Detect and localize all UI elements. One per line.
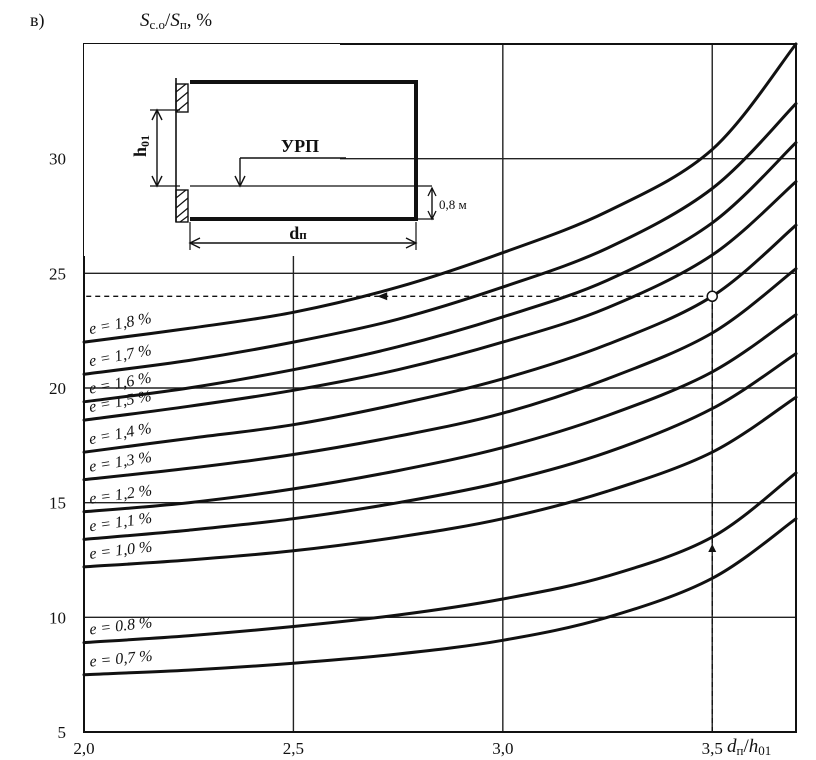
- y-tick-label: 20: [49, 379, 66, 398]
- series-line: [82, 352, 798, 541]
- series-line: [82, 471, 798, 645]
- inset-h-dim-arrows: [151, 108, 163, 188]
- y-title-s2-sub: п: [180, 17, 187, 32]
- inset-depth-label: 0,8 м: [439, 197, 467, 212]
- example-point: [706, 290, 718, 303]
- inset-h-label-sub: 01: [138, 135, 152, 147]
- y-tick-label: 15: [49, 494, 66, 513]
- y-tick-label: 30: [49, 150, 66, 169]
- inset-schematic: h01 dп УРП 0,8 м: [84, 44, 467, 256]
- x-axis-title: dп/h01: [727, 736, 771, 758]
- x-title-h-sub: 01: [758, 743, 771, 758]
- series-line: [82, 180, 798, 422]
- panel-label: в): [30, 10, 45, 31]
- inset-depth-dim-arrows: [427, 186, 437, 221]
- x-tick-label: 2,5: [283, 739, 304, 758]
- series-line: [82, 223, 798, 454]
- y-tick-label: 5: [58, 723, 67, 742]
- inset-urp-label: УРП: [281, 136, 319, 156]
- series-line: [82, 395, 798, 569]
- curves: [82, 42, 798, 677]
- x-tick-label: 3,0: [492, 739, 513, 758]
- curve-labels: e = 1,8 %e = 1,7 %e = 1,6 %e = 1,5 %e = …: [88, 310, 154, 671]
- inset-h-label-main: h: [130, 147, 150, 157]
- tick-labels: 2,0 2,5 3,0 3,5 5 10 15 20 25 30: [49, 150, 723, 758]
- example-left-arrow: [377, 292, 388, 301]
- plot-frame: [83, 43, 797, 733]
- y-tick-label: 25: [49, 264, 66, 283]
- series-label: e = 1,2 %: [88, 482, 153, 508]
- series-line: [82, 267, 798, 482]
- inset-d-label-main: d: [289, 223, 299, 243]
- inset-pit-outline: [190, 80, 418, 221]
- y-axis-title: Sс.о/Sп, %: [140, 10, 212, 32]
- y-tick-label: 10: [49, 608, 66, 627]
- example-up-arrow: [708, 543, 717, 552]
- series-line: [82, 313, 798, 514]
- y-title-unit: , %: [187, 10, 213, 31]
- y-title-s1: S: [140, 10, 150, 31]
- x-tick-label: 3,5: [702, 739, 723, 758]
- series-label: e = 0,7 %: [89, 648, 154, 671]
- x-title-sep: /: [743, 736, 749, 757]
- y-title-s2: S: [170, 10, 180, 31]
- inset-d-label: dп: [289, 223, 307, 243]
- inset-d-label-sub: п: [299, 227, 307, 242]
- inset-wall-bottom-hatch: [175, 189, 189, 223]
- series-line: [82, 141, 798, 404]
- series-label: e = 1,1 %: [88, 510, 153, 536]
- x-tick-label: 2,0: [73, 739, 94, 758]
- x-title-d-sub: п: [737, 743, 744, 758]
- series-line: [82, 42, 798, 344]
- y-title-sep: /: [165, 10, 171, 31]
- x-title-d: d: [727, 736, 737, 757]
- inset-urp-arrow: [234, 175, 246, 188]
- series-line: [82, 517, 798, 677]
- series-label: e = 1,3 %: [88, 449, 153, 476]
- x-title-h: h: [749, 736, 759, 757]
- series-label: e = 1,0 %: [88, 538, 153, 562]
- example-guides: [84, 290, 718, 732]
- inset-h-label: h01: [130, 135, 152, 157]
- series-line: [82, 102, 798, 376]
- y-title-s1-sub: с.о: [150, 17, 166, 32]
